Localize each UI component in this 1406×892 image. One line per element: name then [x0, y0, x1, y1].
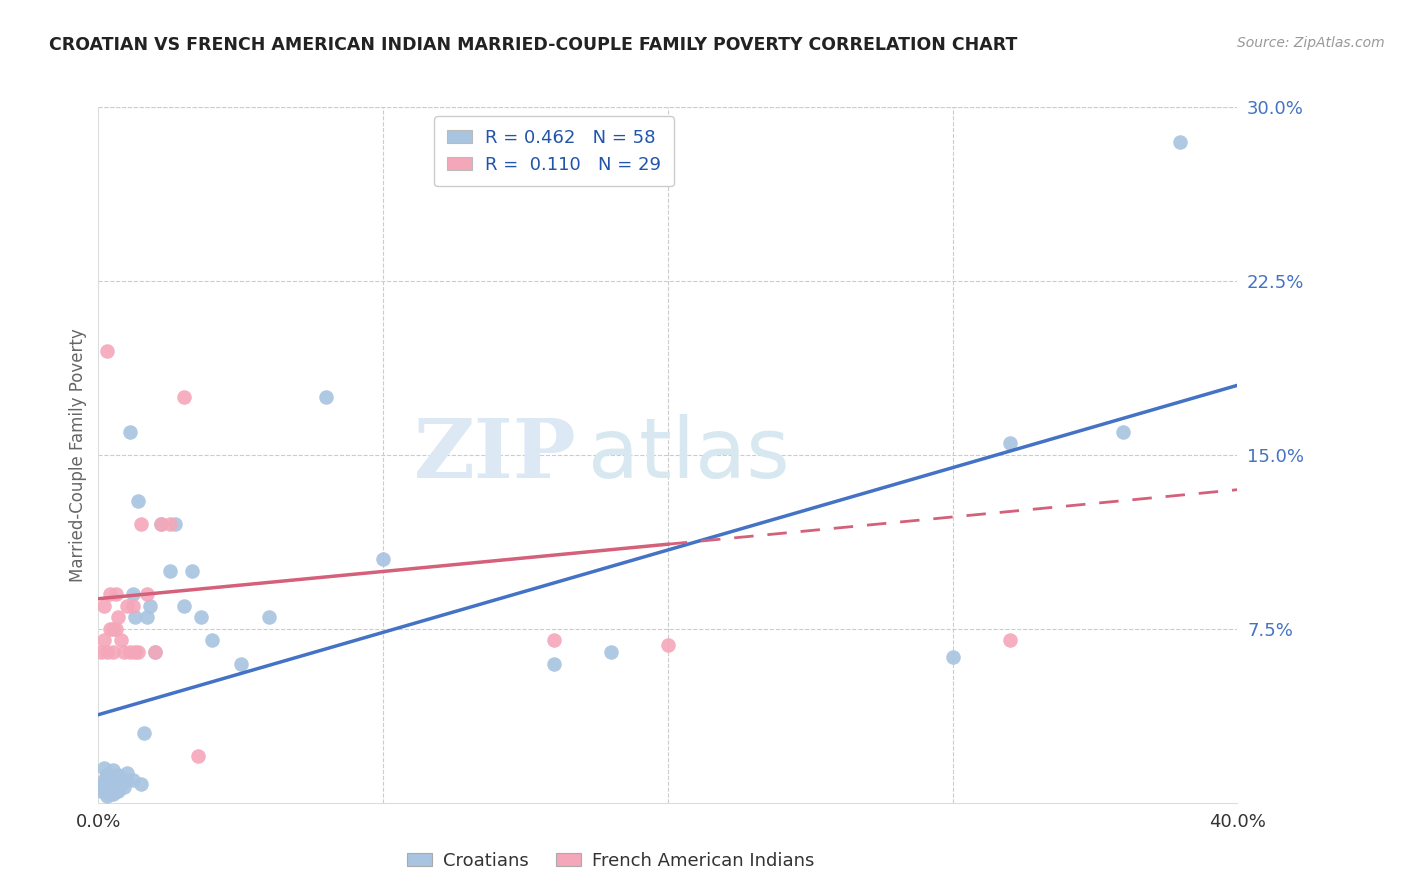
Point — [942, 649, 965, 664]
Point — [259, 610, 281, 624]
Point — [96, 784, 118, 798]
Point — [101, 781, 124, 796]
Point — [127, 645, 149, 659]
Point — [93, 777, 115, 791]
Point — [107, 777, 129, 791]
Point — [96, 772, 118, 787]
Point — [104, 587, 127, 601]
Point — [93, 599, 115, 613]
Point — [90, 784, 112, 798]
Point — [132, 726, 155, 740]
Point — [101, 764, 124, 778]
Point — [96, 780, 118, 794]
Point — [150, 517, 173, 532]
Point — [121, 772, 143, 787]
Text: Source: ZipAtlas.com: Source: ZipAtlas.com — [1237, 36, 1385, 50]
Point — [104, 784, 127, 798]
Point — [93, 633, 115, 648]
Point — [118, 425, 141, 439]
Point — [115, 772, 138, 787]
Point — [115, 765, 138, 780]
Y-axis label: Married-Couple Family Poverty: Married-Couple Family Poverty — [69, 328, 87, 582]
Point — [110, 633, 132, 648]
Point — [543, 633, 565, 648]
Point — [165, 517, 187, 532]
Point — [101, 772, 124, 787]
Point — [93, 761, 115, 775]
Point — [96, 343, 118, 358]
Point — [229, 657, 252, 671]
Point — [1112, 425, 1135, 439]
Point — [145, 645, 167, 659]
Point — [107, 768, 129, 782]
Point — [121, 599, 143, 613]
Text: ZIP: ZIP — [415, 415, 576, 495]
Point — [98, 622, 121, 636]
Point — [124, 645, 146, 659]
Point — [373, 552, 395, 566]
Point — [104, 777, 127, 791]
Point — [121, 587, 143, 601]
Point — [138, 599, 160, 613]
Point — [115, 599, 138, 613]
Point — [101, 777, 124, 791]
Point — [201, 633, 224, 648]
Point — [90, 645, 112, 659]
Point — [124, 610, 146, 624]
Point — [998, 436, 1021, 450]
Point — [96, 789, 118, 803]
Point — [129, 517, 152, 532]
Point — [112, 645, 135, 659]
Point — [112, 772, 135, 787]
Point — [96, 768, 118, 782]
Point — [112, 780, 135, 794]
Point — [93, 772, 115, 787]
Point — [93, 784, 115, 798]
Point — [173, 599, 195, 613]
Point — [543, 657, 565, 671]
Point — [159, 517, 181, 532]
Point — [110, 772, 132, 787]
Text: CROATIAN VS FRENCH AMERICAN INDIAN MARRIED-COUPLE FAMILY POVERTY CORRELATION CHA: CROATIAN VS FRENCH AMERICAN INDIAN MARRI… — [49, 36, 1018, 54]
Point — [187, 749, 209, 764]
Point — [998, 633, 1021, 648]
Point — [150, 517, 173, 532]
Point — [118, 645, 141, 659]
Point — [104, 772, 127, 787]
Point — [98, 768, 121, 782]
Point — [173, 390, 195, 404]
Point — [110, 777, 132, 791]
Point — [181, 564, 204, 578]
Point — [145, 645, 167, 659]
Point — [190, 610, 212, 624]
Point — [107, 610, 129, 624]
Legend: Croatians, French American Indians: Croatians, French American Indians — [399, 845, 823, 877]
Point — [600, 645, 623, 659]
Point — [101, 645, 124, 659]
Point — [98, 781, 121, 796]
Point — [159, 564, 181, 578]
Point — [127, 494, 149, 508]
Text: atlas: atlas — [588, 415, 790, 495]
Point — [104, 622, 127, 636]
Point — [135, 610, 157, 624]
Point — [135, 587, 157, 601]
Point — [98, 787, 121, 801]
Point — [98, 587, 121, 601]
Point — [101, 622, 124, 636]
Point — [96, 645, 118, 659]
Point — [107, 784, 129, 798]
Point — [101, 787, 124, 801]
Point — [129, 777, 152, 791]
Point — [657, 638, 679, 652]
Point — [1170, 135, 1192, 149]
Point — [98, 777, 121, 791]
Point — [315, 390, 337, 404]
